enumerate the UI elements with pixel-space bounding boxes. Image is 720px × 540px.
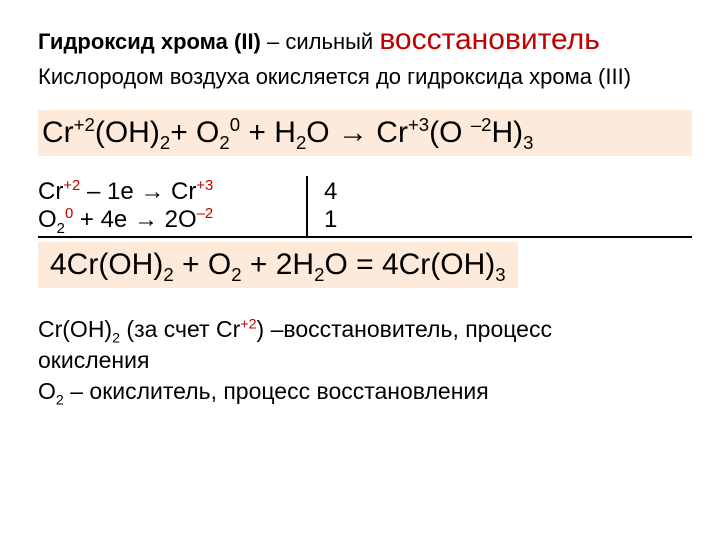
half2-a: O xyxy=(38,206,57,233)
eq1-sup3: 0 xyxy=(230,114,240,135)
eq2-sub1: 2 xyxy=(163,264,173,285)
eq2-p1: 4Cr(OH) xyxy=(50,248,163,281)
eq2-p4: O = 4Cr(OH) xyxy=(324,248,495,281)
half1-coef: 4 xyxy=(324,178,337,206)
title-reducer: восстановитель xyxy=(379,23,600,56)
eq1-sup5: +3 xyxy=(408,114,429,135)
eq1-p2: (OH) xyxy=(95,116,160,149)
divider-vert-2 xyxy=(306,204,308,236)
eq1-sup6: –2 xyxy=(471,114,492,135)
half1-supa: +2 xyxy=(63,178,80,194)
half2-supb: –2 xyxy=(197,206,214,222)
half2-supa: 0 xyxy=(65,206,73,222)
eq2-p3: + 2H xyxy=(242,248,315,281)
eq2-p2: + O xyxy=(174,248,232,281)
equation-2: 4Cr(OH)2 + O2 + 2H2O = 4Cr(OH)3 xyxy=(38,242,518,288)
half1-b: – 1e → Cr xyxy=(80,178,196,205)
eq1-sub3: 2 xyxy=(219,132,229,153)
desc-l1c: ) –восстановитель, процесс xyxy=(257,316,552,342)
desc-l3sub: 2 xyxy=(56,392,64,408)
half2-left: O20 + 4e → 2O–2 xyxy=(38,206,298,234)
desc-l1a: Cr(OH) xyxy=(38,316,112,342)
half-row-2: O20 + 4e → 2O–2 1 xyxy=(38,206,692,234)
eq1-sub4: 2 xyxy=(296,132,306,153)
half1-a: Cr xyxy=(38,178,63,205)
eq2-sub2: 2 xyxy=(231,264,241,285)
half1-left: Cr+2 – 1e → Cr+3 xyxy=(38,178,298,206)
eq1-sub2: 2 xyxy=(160,132,170,153)
desc-l1sup: +2 xyxy=(240,316,256,332)
slide: Гидроксид хрома (II) – сильный восстанов… xyxy=(0,0,720,540)
subtitle: Кислородом воздуха окисляется до гидрокс… xyxy=(38,63,692,92)
eq1-p6: (O xyxy=(429,116,471,149)
desc-l1sub: 2 xyxy=(112,330,120,346)
description: Cr(OH)2 (за счет Cr+2) –восстановитель, … xyxy=(38,314,692,407)
desc-l1b: (за счет Cr xyxy=(120,316,240,342)
eq1-p7: H) xyxy=(492,116,524,149)
eq2-sub3: 2 xyxy=(314,264,324,285)
desc-line-1: Cr(OH)2 (за счет Cr+2) –восстановитель, … xyxy=(38,314,692,345)
eq1-p5: O → Cr xyxy=(306,116,408,149)
desc-l3b: – окислитель, процесс восстановления xyxy=(64,378,489,404)
desc-line-3: O2 – окислитель, процесс восстановления xyxy=(38,376,692,407)
desc-l3a: O xyxy=(38,378,56,404)
title-bold: Гидроксид хрома (II) xyxy=(38,29,261,54)
half2-suba: 2 xyxy=(57,220,65,236)
eq1-sup1: +2 xyxy=(74,114,95,135)
eq1-p4: + H xyxy=(240,116,296,149)
half-reactions: Cr+2 – 1e → Cr+3 4 O20 + 4e → 2O–2 1 xyxy=(38,178,692,238)
title-line: Гидроксид хрома (II) – сильный восстанов… xyxy=(38,20,692,59)
eq1-sub7: 3 xyxy=(523,132,533,153)
half2-coef: 1 xyxy=(324,206,337,234)
half-row-1: Cr+2 – 1e → Cr+3 4 xyxy=(38,178,692,206)
title-plain: – сильный xyxy=(261,29,379,54)
equation-2-wrap: 4Cr(OH)2 + O2 + 2H2O = 4Cr(OH)3 xyxy=(38,238,692,288)
equation-1: Cr+2(OH)2+ O20 + H2O → Cr+3(O –2H)3 xyxy=(38,110,692,156)
eq1-p3: + O xyxy=(170,116,219,149)
eq2-sub4: 3 xyxy=(495,264,505,285)
desc-line-2: окисления xyxy=(38,345,692,376)
half2-b: + 4e → 2O xyxy=(73,206,196,233)
eq1-p1: Cr xyxy=(42,116,74,149)
half1-supb: +3 xyxy=(196,178,213,194)
